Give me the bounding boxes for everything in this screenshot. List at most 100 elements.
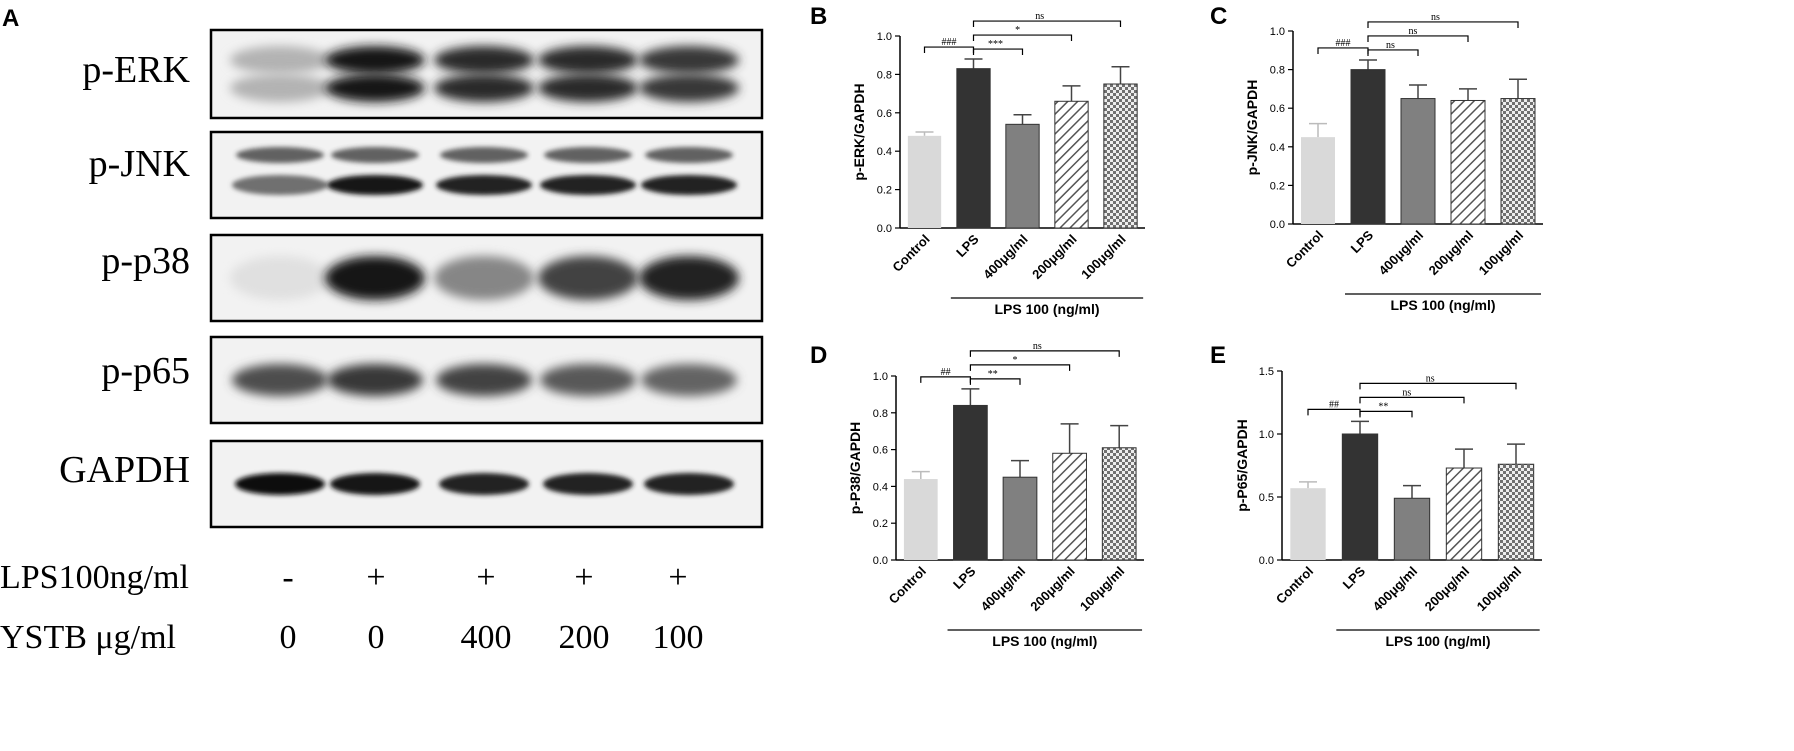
blot-frame — [209, 130, 764, 220]
x-tick-label: 100μg/ml — [1078, 232, 1128, 282]
x-tick-label: 200μg/ml — [1029, 232, 1079, 282]
blot-band — [232, 175, 328, 195]
panel-e-chart: E 0.0 0.5 1.0 1.5 p-P65/GAPDH Control LPS 400μg/… — [1210, 342, 1542, 649]
panel-c-chart: C 0.0 0.2 0.4 0.6 0.8 1.0 p-JNK/GAPDH Control LPS… — [1210, 3, 1543, 313]
group-label: LPS 100 (ng/ml) — [994, 301, 1099, 317]
bar-5 — [1101, 447, 1137, 561]
bar-3 — [1400, 98, 1436, 225]
x-tick-label: LPS — [950, 563, 979, 592]
bar-1 — [1290, 488, 1326, 560]
blot-band — [436, 364, 532, 396]
panel-letter: C — [1210, 3, 1227, 30]
significance-label: ### — [1336, 38, 1351, 49]
panel-d-chart: D 0.0 0.2 0.4 0.6 0.8 1.0 p-P38/GAPDH Control LPS… — [810, 341, 1144, 649]
blot-band — [232, 364, 328, 396]
significance-bracket — [1367, 21, 1519, 28]
x-tick-label: 200μg/ml — [1027, 564, 1077, 614]
y-axis-label: p-JNK/GAPDH — [1244, 80, 1260, 176]
significance-label: *** — [988, 39, 1003, 50]
significance-bracket — [969, 350, 1120, 357]
y-tick-label: 0.0 — [1270, 219, 1285, 231]
significance-label: ns — [1431, 12, 1440, 23]
panel-letter: B — [810, 3, 827, 30]
x-tick-label: 100μg/ml — [1476, 228, 1526, 278]
x-tick-label: Control — [886, 564, 929, 607]
x-tick-label: 400μg/ml — [1376, 228, 1426, 278]
blot-band-upper — [434, 46, 534, 74]
group-label: LPS 100 (ng/ml) — [1390, 297, 1495, 313]
group-label: LPS 100 (ng/ml) — [1385, 633, 1490, 649]
condition-value: 100 — [653, 619, 704, 656]
blot-row-label: GAPDH — [59, 449, 190, 491]
x-tick-label: 400μg/ml — [978, 564, 1028, 614]
panel-b-chart: B 0.0 0.2 0.4 0.6 0.8 1.0 p-ERK/GAPDH Control LPS… — [810, 3, 1145, 317]
blot-band — [543, 473, 633, 495]
significance-label: ### — [942, 37, 957, 48]
blot-row-p-p65 — [209, 335, 764, 425]
panel-letter: D — [810, 342, 827, 369]
significance-bracket — [969, 364, 1071, 371]
y-tick-label: 1.5 — [1259, 366, 1274, 378]
bar-4 — [1450, 99, 1486, 225]
significance-label: ## — [941, 367, 951, 378]
bar-5 — [1497, 463, 1535, 561]
x-tick-label: Control — [1273, 564, 1316, 607]
significance-bracket — [972, 20, 1122, 28]
y-tick-label: 0.4 — [877, 146, 892, 158]
panel-letter: E — [1210, 342, 1226, 369]
bar-1 — [903, 479, 938, 560]
blot-band — [641, 364, 737, 396]
y-axis-label: p-ERK/GAPDH — [851, 83, 867, 180]
y-axis-label: p-P65/GAPDH — [1234, 419, 1250, 512]
significance-bracket — [1359, 382, 1517, 390]
significance-bracket — [1367, 35, 1469, 42]
x-tick-label: LPS — [953, 231, 982, 260]
y-tick-label: 0.4 — [873, 481, 888, 493]
significance-label: * — [1013, 355, 1018, 366]
bar-2 — [956, 68, 991, 229]
blot-row-p-erk — [209, 28, 764, 120]
x-tick-label: 200μg/ml — [1426, 228, 1476, 278]
bar-2 — [1350, 69, 1386, 225]
y-tick-label: 0.0 — [873, 555, 888, 567]
blot-row-p-p38 — [209, 233, 764, 323]
bar-3 — [1002, 476, 1038, 561]
significance-bracket — [1359, 410, 1413, 418]
blot-band — [439, 473, 529, 495]
blot-row-label: p-p38 — [101, 240, 190, 282]
significance-label: ** — [988, 369, 998, 380]
blot-band-upper — [639, 46, 739, 74]
condition-value: + — [476, 559, 495, 596]
y-tick-label: 1.0 — [1270, 26, 1285, 38]
blot-band — [330, 473, 420, 495]
y-tick-label: 0.6 — [1270, 103, 1285, 115]
bar-4 — [1445, 467, 1483, 561]
y-tick-label: 0.0 — [1259, 555, 1274, 567]
y-tick-label: 0.8 — [873, 408, 888, 420]
significance-bracket — [969, 378, 1021, 385]
blot-row-p-jnk — [209, 130, 764, 220]
y-tick-label: 0.8 — [1270, 65, 1285, 77]
blot-band-upper — [236, 147, 324, 163]
bar-2 — [953, 404, 988, 561]
x-tick-label: Control — [1283, 228, 1326, 271]
significance-label: ## — [1329, 399, 1339, 410]
condition-value: 200 — [559, 619, 610, 656]
blot-band — [327, 175, 423, 195]
blot-band — [639, 74, 739, 102]
x-tick-label: 200μg/ml — [1422, 564, 1472, 614]
condition-value: - — [282, 559, 293, 596]
y-tick-label: 0.2 — [1270, 180, 1285, 192]
y-tick-label: 1.0 — [1259, 429, 1274, 441]
blot-row-label: p-p65 — [101, 350, 190, 392]
condition-value: + — [366, 559, 385, 596]
blot-band — [540, 175, 636, 195]
condition-label: LPS100ng/ml — [0, 559, 189, 596]
condition-value: 0 — [368, 619, 385, 656]
bar-1 — [1301, 137, 1335, 224]
y-tick-label: 0.5 — [1259, 492, 1274, 504]
blot-band — [325, 256, 425, 300]
y-tick-label: 0.6 — [877, 108, 892, 120]
significance-label: ns — [1402, 387, 1411, 398]
